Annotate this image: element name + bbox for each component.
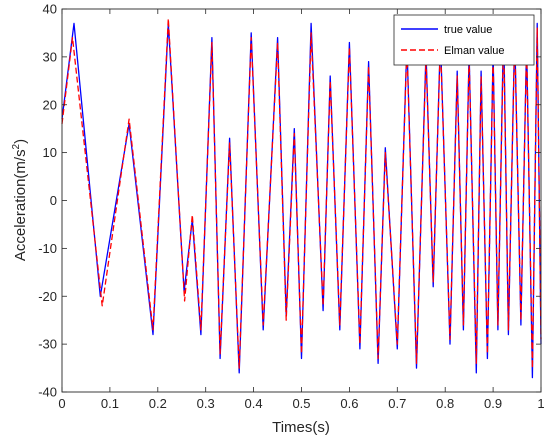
y-tick-label: 10	[43, 145, 57, 160]
y-axis-label-text: Acceleration(m/s	[12, 149, 29, 261]
x-tick-label: 0.7	[388, 396, 406, 411]
legend-label-true-value: true value	[444, 24, 492, 36]
series-line-elman-value	[61, 17, 542, 369]
plot-area	[62, 9, 541, 392]
y-tick-label: 20	[43, 97, 57, 112]
y-tick-label: -30	[38, 337, 57, 352]
legend-box	[393, 14, 535, 66]
x-axis-label: Times(s)	[272, 419, 330, 436]
x-tick-label: 0.8	[436, 396, 454, 411]
y-axis-label: Acceleration(m/s2)	[11, 139, 29, 261]
y-tick-label: 30	[43, 49, 57, 64]
x-tick-label: 0.4	[245, 396, 263, 411]
y-tick-label: 0	[50, 193, 57, 208]
x-tick-label: 0.1	[101, 396, 119, 411]
x-tick-label: 0.3	[197, 396, 215, 411]
y-axis-label-close: )	[12, 139, 29, 144]
x-tick-label: 0.5	[292, 396, 310, 411]
legend: true value Elman value	[393, 14, 535, 66]
x-tick-label: 0	[58, 396, 65, 411]
y-axis: -40 -30 -20 -10 0 10 20 30 40	[38, 2, 541, 400]
x-axis: 0 0.1 0.2 0.3 0.4 0.5 0.6 0.7 0.8 0.9 1	[58, 9, 545, 411]
y-tick-label: -10	[38, 241, 57, 256]
legend-label-elman-value: Elman value	[444, 45, 505, 57]
y-tick-label: -40	[38, 385, 57, 400]
x-tick-label: 0.2	[149, 396, 167, 411]
y-tick-label: 40	[43, 2, 57, 17]
y-tick-label: -20	[38, 289, 57, 304]
y-axis-label-superscript: 2	[11, 143, 22, 149]
x-tick-label: 1	[537, 396, 544, 411]
x-tick-label: 0.9	[484, 396, 502, 411]
x-tick-label: 0.6	[340, 396, 358, 411]
series-layer	[61, 17, 542, 379]
